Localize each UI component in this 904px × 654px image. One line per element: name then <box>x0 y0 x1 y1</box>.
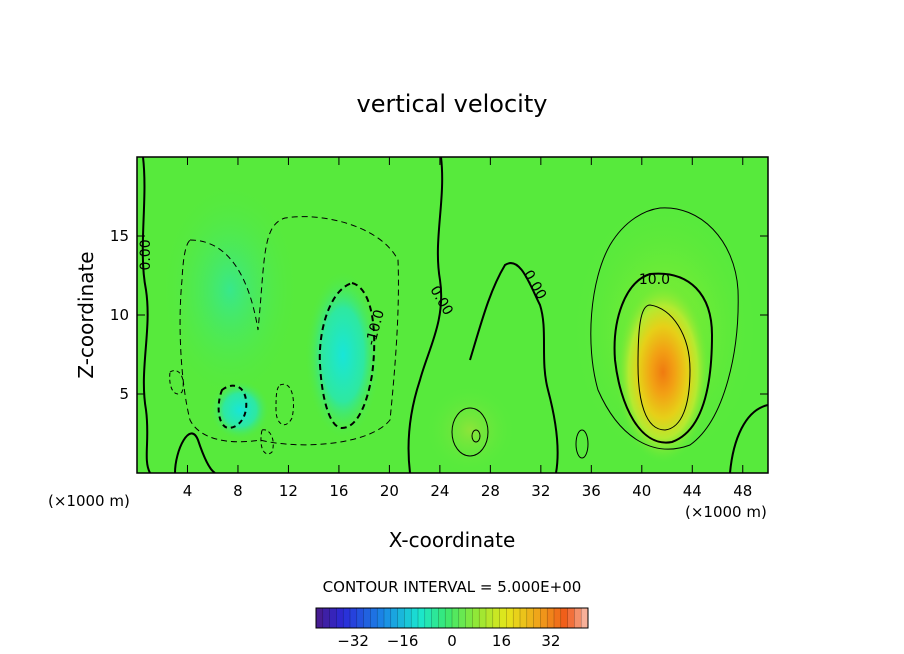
colorbar-swatch <box>472 608 480 628</box>
colorbar-swatch <box>404 608 412 628</box>
colorbar-swatch <box>513 608 521 628</box>
x-tick-label: 16 <box>329 482 348 500</box>
colorbar-swatch <box>520 608 528 628</box>
contour-minus5-main <box>179 216 399 446</box>
contour-plus-cell <box>575 429 589 459</box>
contour-zero-bottomright <box>729 404 768 473</box>
contour-minus10-main <box>318 281 376 430</box>
colorbar-swatch <box>567 608 575 628</box>
field-updraft <box>615 280 711 464</box>
contour-zero-left <box>141 157 151 473</box>
colorbar-swatch <box>438 608 446 628</box>
contour-minus-small-b <box>169 370 184 395</box>
y-axis: 5 10 15 <box>110 227 768 403</box>
colorbar-swatch <box>540 608 548 628</box>
contour-zero-bottomleft <box>174 432 216 473</box>
contour-zero-center <box>407 157 444 473</box>
colorbar-tick-label: 32 <box>541 632 560 650</box>
colorbar-swatch <box>533 608 541 628</box>
colorbar-swatch <box>390 608 399 628</box>
colorbar-swatch <box>465 608 473 628</box>
colorbar-swatch <box>547 608 555 628</box>
colorbar-frame <box>315 607 589 629</box>
x-tick-label: 4 <box>183 482 193 500</box>
colorbar-swatch <box>316 608 324 628</box>
x-tick-label: 48 <box>733 482 752 500</box>
colorbar-tick-label: 0 <box>447 632 457 650</box>
contour-minus-small-a <box>275 383 294 426</box>
colorbar-swatch <box>554 608 562 628</box>
field-upper-soft <box>160 180 300 400</box>
colorbar-swatch <box>329 608 337 628</box>
contour-lines <box>141 157 768 473</box>
colorbar-swatch <box>458 608 467 628</box>
x-tick-label: 32 <box>531 482 550 500</box>
colorbar-swatch <box>431 608 439 628</box>
colorbar-swatch <box>574 608 582 628</box>
y-tick-label: 10 <box>110 306 129 324</box>
colorbar-swatch <box>370 608 378 628</box>
colorbar-swatch <box>445 608 453 628</box>
contour-plus15 <box>637 304 691 431</box>
colorbar-swatch <box>377 608 385 628</box>
x-tick-label: 20 <box>380 482 399 500</box>
contour-label: 10.0 <box>639 272 670 288</box>
colorbar-swatch <box>452 608 460 628</box>
contour-plus5 <box>590 207 739 450</box>
colorbar-swatch <box>350 608 358 628</box>
contour-label: 0.00 <box>138 239 154 270</box>
colorbar-swatch <box>479 608 487 628</box>
x-unit-right: (×1000 m) <box>685 503 767 521</box>
x-tick-label: 36 <box>582 482 601 500</box>
contour-plus10 <box>613 272 714 444</box>
contour-plus5-small <box>451 407 489 457</box>
y-tick-label: 5 <box>119 385 129 403</box>
x-axis: 4 8 12 16 20 24 28 32 36 40 44 48 <box>183 157 752 500</box>
colorbar-swatch <box>560 608 569 628</box>
colorbar-tick-label: −16 <box>387 632 419 650</box>
x-tick-label: 40 <box>632 482 651 500</box>
colorbar-tick-label: 16 <box>492 632 511 650</box>
colorbar-swatch <box>418 608 426 628</box>
y-axis-label: Z-coordinate <box>74 251 98 378</box>
y-tick-label: 15 <box>110 227 129 245</box>
field-warm-patch <box>425 385 515 473</box>
x-tick-label: 12 <box>279 482 298 500</box>
x-tick-label: 28 <box>481 482 500 500</box>
colorbar-swatch <box>499 608 507 628</box>
colorbar-swatch <box>322 608 331 628</box>
colorbar-swatch <box>492 608 501 628</box>
x-tick-label: 44 <box>683 482 702 500</box>
x-unit-left: (×1000 m) <box>48 492 130 510</box>
contour-interval-note: CONTOUR INTERVAL = 5.000E+00 <box>323 578 582 596</box>
colorbar-swatch <box>356 608 365 628</box>
contour-plus5-tiny <box>471 429 481 443</box>
x-tick-label: 24 <box>430 482 449 500</box>
colorbar-swatch <box>526 608 535 628</box>
colorbar: −32 −16 0 16 32 <box>315 607 589 650</box>
colorbar-swatch <box>384 608 392 628</box>
x-axis-label: X-coordinate <box>389 528 516 552</box>
field-downdraft-main <box>305 270 381 440</box>
colorbar-swatch <box>397 608 405 628</box>
colorbar-swatch <box>363 608 371 628</box>
field-downdraft-low <box>210 380 270 440</box>
x-tick-label: 8 <box>233 482 243 500</box>
chart-title: vertical velocity <box>357 90 548 118</box>
contour-minus-small-c <box>260 429 274 455</box>
contour-zero-right <box>469 262 559 473</box>
colorbar-swatch <box>506 608 514 628</box>
colorbar-swatch <box>486 608 494 628</box>
colorbar-tick-label: −32 <box>337 632 369 650</box>
colorbar-swatch <box>411 608 419 628</box>
colorbar-swatch <box>336 608 344 628</box>
colorbar-swatch <box>581 608 589 628</box>
colorbar-swatch <box>424 608 433 628</box>
colorbar-swatch <box>343 608 351 628</box>
